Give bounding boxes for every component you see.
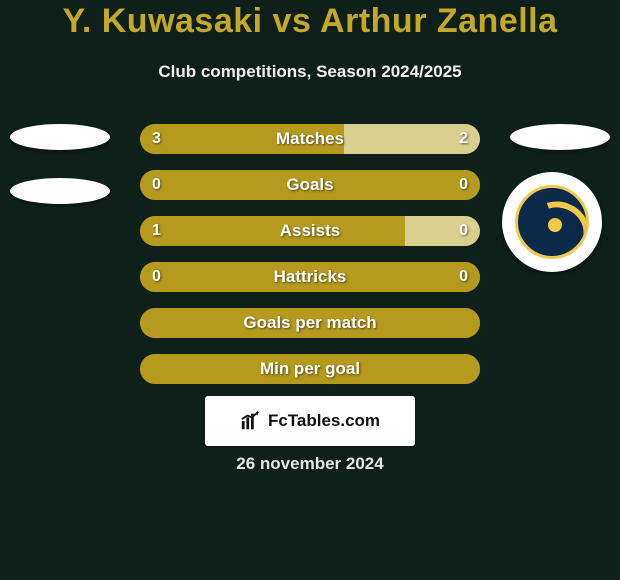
stat-label: Matches <box>140 124 480 154</box>
stat-row: Goals per match <box>140 308 480 338</box>
brand-logo-icon <box>240 410 262 432</box>
stat-value-right: 0 <box>459 262 468 292</box>
stat-label: Assists <box>140 216 480 246</box>
stat-row: Matches3 2 <box>140 124 480 154</box>
stat-value-right: 0 <box>459 216 468 246</box>
brand-text: FcTables.com <box>268 411 380 431</box>
stat-label: Goals per match <box>140 308 480 338</box>
stat-value-right: 0 <box>459 170 468 200</box>
right-club-badge <box>502 172 602 272</box>
stat-label: Goals <box>140 170 480 200</box>
brand-chip: FcTables.com <box>205 396 415 446</box>
mariners-logo <box>515 185 589 259</box>
stat-label: Hattricks <box>140 262 480 292</box>
right-badge-1 <box>510 124 610 150</box>
stat-row: Assists1 0 <box>140 216 480 246</box>
stat-value-left: 3 <box>152 124 161 154</box>
stat-value-left: 0 <box>152 262 161 292</box>
subtitle: Club competitions, Season 2024/2025 <box>0 62 620 82</box>
stat-label: Min per goal <box>140 354 480 384</box>
left-badge-2 <box>10 178 110 204</box>
stat-value-right: 2 <box>459 124 468 154</box>
page-title: Y. Kuwasaki vs Arthur Zanella <box>0 2 620 41</box>
stats-bars: Matches32Goals00Assists10Hattricks00Goal… <box>140 124 480 400</box>
stat-value-left: 0 <box>152 170 161 200</box>
left-badge-1 <box>10 124 110 150</box>
stat-row: Goals0 0 <box>140 170 480 200</box>
stat-row: Min per goal <box>140 354 480 384</box>
footer-date: 26 november 2024 <box>0 454 620 474</box>
stat-row: Hattricks0 0 <box>140 262 480 292</box>
stat-value-left: 1 <box>152 216 161 246</box>
